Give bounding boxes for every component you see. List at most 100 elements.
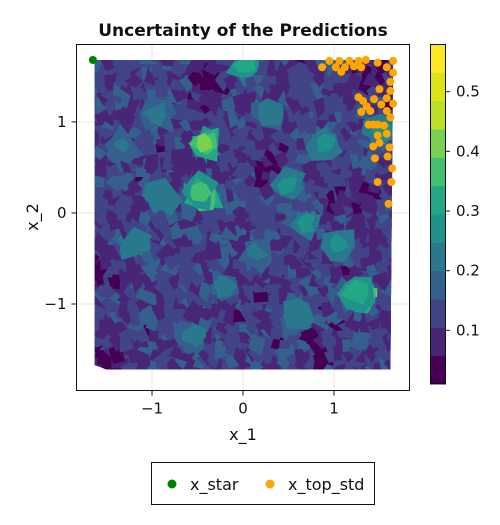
x-top-std-point [357, 63, 366, 72]
x-top-std-point [375, 85, 384, 94]
contour-cell [390, 360, 394, 370]
contour-cell [392, 310, 394, 327]
contour-cell [376, 272, 392, 292]
contour-cell [118, 264, 135, 287]
contour-cell [191, 59, 208, 66]
contour-cell [285, 141, 300, 164]
contour-peak [296, 213, 315, 234]
contour-cell [94, 311, 96, 325]
contour-cell [311, 313, 334, 331]
x-top-std-point [345, 56, 354, 65]
contour-cell [295, 151, 316, 164]
contour-cell [94, 207, 112, 227]
colorbar-band [430, 157, 446, 187]
contour-peak [232, 59, 256, 73]
y-tick-label: 1 [57, 113, 67, 131]
colorbar-band [430, 299, 446, 328]
colorbar-band [430, 185, 446, 215]
colorbar-ticks: 0.1 0.2 0.3 0.4 0.5 [446, 83, 480, 339]
contour-cell [143, 282, 159, 295]
contour-cell [112, 274, 121, 290]
contour-cell [217, 121, 229, 132]
x-star-point [88, 55, 97, 64]
colorbar-tick-label: 0.2 [456, 262, 480, 280]
contour-cell [143, 142, 159, 156]
x-top-std-point [389, 56, 398, 65]
contour-peak [114, 138, 130, 152]
contour-peak [214, 277, 233, 298]
contour-cell [127, 176, 145, 196]
contour-cell [287, 255, 304, 270]
colorbar-band [430, 44, 446, 73]
contour-cell [215, 157, 234, 170]
contour-peak [277, 176, 298, 196]
contour-cell [94, 208, 108, 225]
contour-peak [181, 327, 205, 348]
contour-cell [297, 91, 312, 109]
contour-peak [149, 188, 173, 206]
x-top-std-point [364, 120, 373, 129]
y-tick-label: 0 [57, 204, 67, 222]
x-axis-ticks: −1 0 1 [141, 390, 339, 418]
colorbar [430, 44, 446, 385]
contour-cell [172, 89, 189, 104]
contour-cell [381, 221, 394, 245]
contour-cell [102, 200, 122, 214]
colorbar-tick-label: 0.4 [456, 142, 480, 160]
x-tick-label: −1 [141, 400, 163, 418]
x-top-std-point [350, 62, 358, 71]
x-top-std-point [380, 121, 389, 130]
contour-cell [232, 204, 252, 222]
contour-cell [349, 352, 371, 370]
contour-cell [192, 259, 210, 276]
plot-area [76, 44, 410, 391]
colorbar-band [430, 72, 446, 102]
contour-cell [215, 141, 233, 154]
contour-cell [319, 363, 342, 370]
legend-marker-x-top-std [265, 479, 275, 489]
contour-cell [189, 273, 205, 288]
contour-cell [139, 59, 158, 65]
contour-cell [143, 152, 159, 171]
x-top-std-point [386, 77, 395, 86]
x-top-std-point [385, 143, 394, 152]
x-top-std-point [382, 63, 391, 72]
colorbar-band [430, 327, 446, 357]
contour-cell [243, 174, 257, 189]
colorbar-band [430, 214, 446, 243]
colorbar-band [430, 355, 446, 385]
x-top-std-point [382, 106, 391, 115]
legend-marker-x-star [167, 479, 177, 489]
x-top-std-point [366, 106, 375, 115]
contour-cell [248, 334, 266, 356]
uncertainty-contour [94, 59, 394, 370]
contour-peak [147, 105, 168, 124]
contour-cell [348, 247, 364, 261]
contour-cell [184, 144, 193, 165]
contour-cell [286, 116, 300, 130]
colorbar-band [430, 129, 446, 158]
contour-peak [262, 102, 279, 121]
colorbar-tick-label: 0.1 [456, 321, 480, 339]
contour-peak [329, 233, 350, 253]
x-top-std-point [373, 58, 382, 67]
y-axis-label: x_2 [23, 203, 43, 231]
contour-cell [253, 291, 271, 303]
colorbar-band [430, 100, 446, 130]
contour-cell [348, 263, 363, 278]
x-top-std-point [383, 152, 392, 161]
contour-cell [234, 347, 246, 361]
contour-cell [184, 156, 200, 171]
contour-cell [162, 254, 179, 271]
x-top-std-point [373, 131, 382, 140]
contour-cell [162, 337, 179, 349]
contour-cell [224, 354, 241, 369]
contour-peak [190, 182, 212, 202]
contour-cell [111, 59, 132, 69]
contour-cell [337, 329, 357, 338]
contour-cell [155, 337, 170, 353]
contour-cell [215, 59, 234, 67]
contour-cell [183, 359, 198, 370]
y-tick-label: −1 [44, 295, 66, 313]
x-top-std-point [386, 113, 395, 122]
